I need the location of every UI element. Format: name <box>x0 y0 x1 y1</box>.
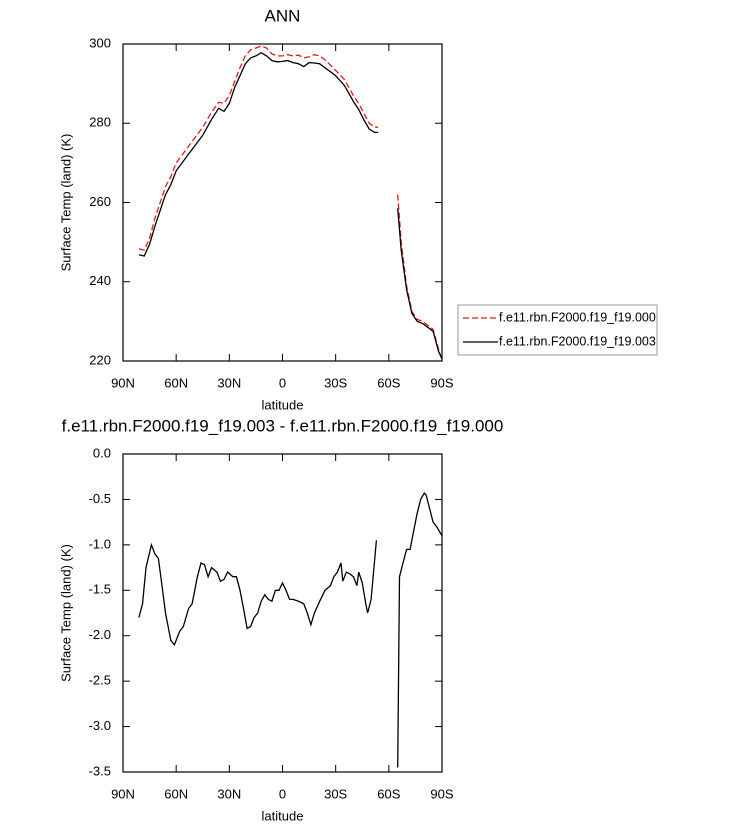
x-tick-label: 90S <box>430 786 453 801</box>
x-tick-label: 60N <box>164 375 188 390</box>
series-line <box>138 45 443 361</box>
x-tick-label: 30N <box>217 786 241 801</box>
y-tick-label: -3.5 <box>89 763 111 778</box>
y-tick-label: 280 <box>89 115 111 130</box>
y-tick-label: -2.5 <box>89 673 111 688</box>
legend-box <box>457 304 658 356</box>
y-tick-label: -0.5 <box>89 491 111 506</box>
y-tick-label: 260 <box>89 194 111 209</box>
x-tick-label: 0 <box>279 786 286 801</box>
x-tick-label: 90N <box>111 786 135 801</box>
x-tick-label: 30N <box>217 375 241 390</box>
y-tick-label: -3.0 <box>89 718 111 733</box>
y-axis-label: Surface Temp (land) (K) <box>58 544 73 682</box>
x-tick-label: 90N <box>111 375 135 390</box>
y-tick-label: -2.0 <box>89 627 111 642</box>
plot-frame <box>122 453 443 773</box>
chart-title: ANN <box>265 6 301 25</box>
x-axis-label: latitude <box>262 397 304 412</box>
x-tick-label: 60N <box>164 786 188 801</box>
legend-label: f.e11.rbn.F2000.f19_f19.003 <box>499 334 656 348</box>
y-tick-label: 240 <box>89 273 111 288</box>
x-tick-label: 0 <box>279 375 286 390</box>
y-tick-label: 300 <box>89 35 111 50</box>
series-line <box>138 492 443 768</box>
y-tick-label: -1.0 <box>89 536 111 551</box>
x-tick-label: 30S <box>324 786 347 801</box>
chart-title: f.e11.rbn.F2000.f19_f19.003 - f.e11.rbn.… <box>62 416 504 435</box>
x-tick-label: 30S <box>324 375 347 390</box>
series-line <box>138 51 443 360</box>
x-tick-label: 60S <box>377 375 400 390</box>
plot-frame <box>122 43 443 362</box>
legend-label: f.e11.rbn.F2000.f19_f19.000 <box>499 310 656 324</box>
x-axis-label: latitude <box>262 808 304 823</box>
x-tick-label: 60S <box>377 786 400 801</box>
y-axis-label: Surface Temp (land) (K) <box>58 134 73 272</box>
y-tick-label: -1.5 <box>89 582 111 597</box>
x-tick-label: 90S <box>430 375 453 390</box>
y-tick-label: 0.0 <box>93 445 111 460</box>
y-tick-label: 220 <box>89 352 111 367</box>
